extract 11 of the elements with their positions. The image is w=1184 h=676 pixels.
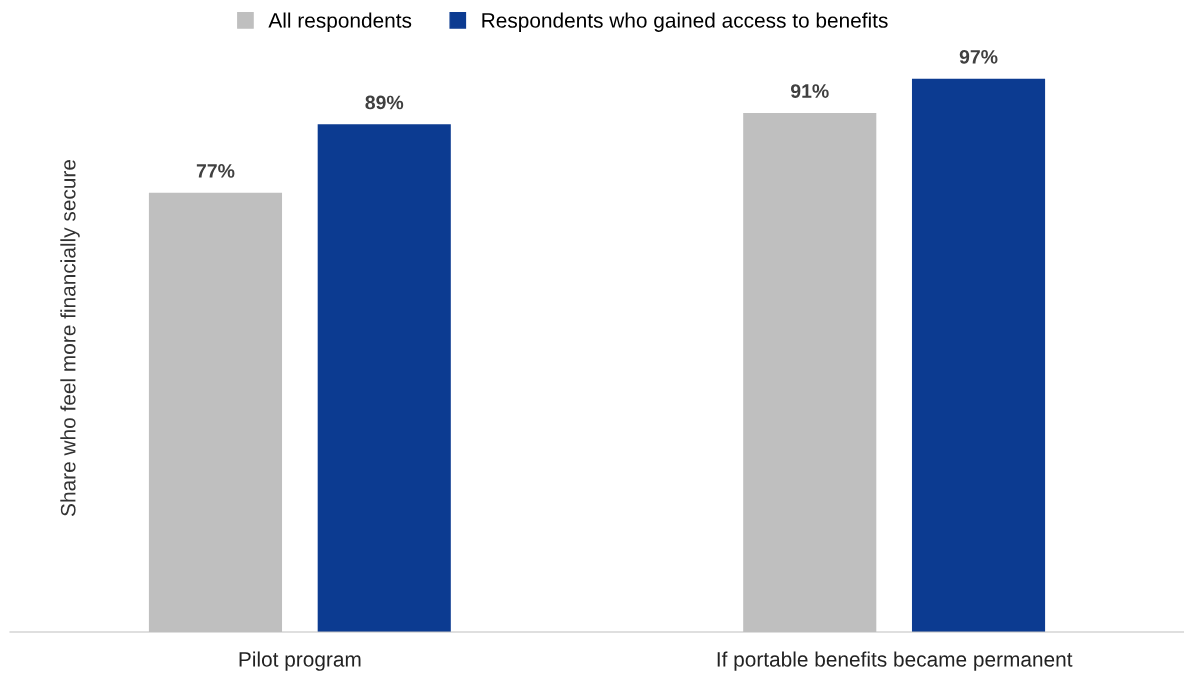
data-label: 89%	[365, 95, 404, 110]
x-tick-label: Pilot program	[239, 651, 361, 671]
legend-label: Respondents who gained access to benefits	[482, 12, 888, 32]
data-label: 77%	[196, 164, 235, 178]
legend-label: All respondents	[268, 12, 412, 32]
bar	[911, 78, 1046, 632]
x-tick-label: If portable benefits became permanent	[717, 651, 1073, 671]
y-axis-title: Share who feel more financially secure	[60, 160, 80, 516]
data-label: 91%	[790, 84, 829, 98]
data-label: 97%	[959, 49, 998, 64]
bar	[317, 124, 451, 632]
